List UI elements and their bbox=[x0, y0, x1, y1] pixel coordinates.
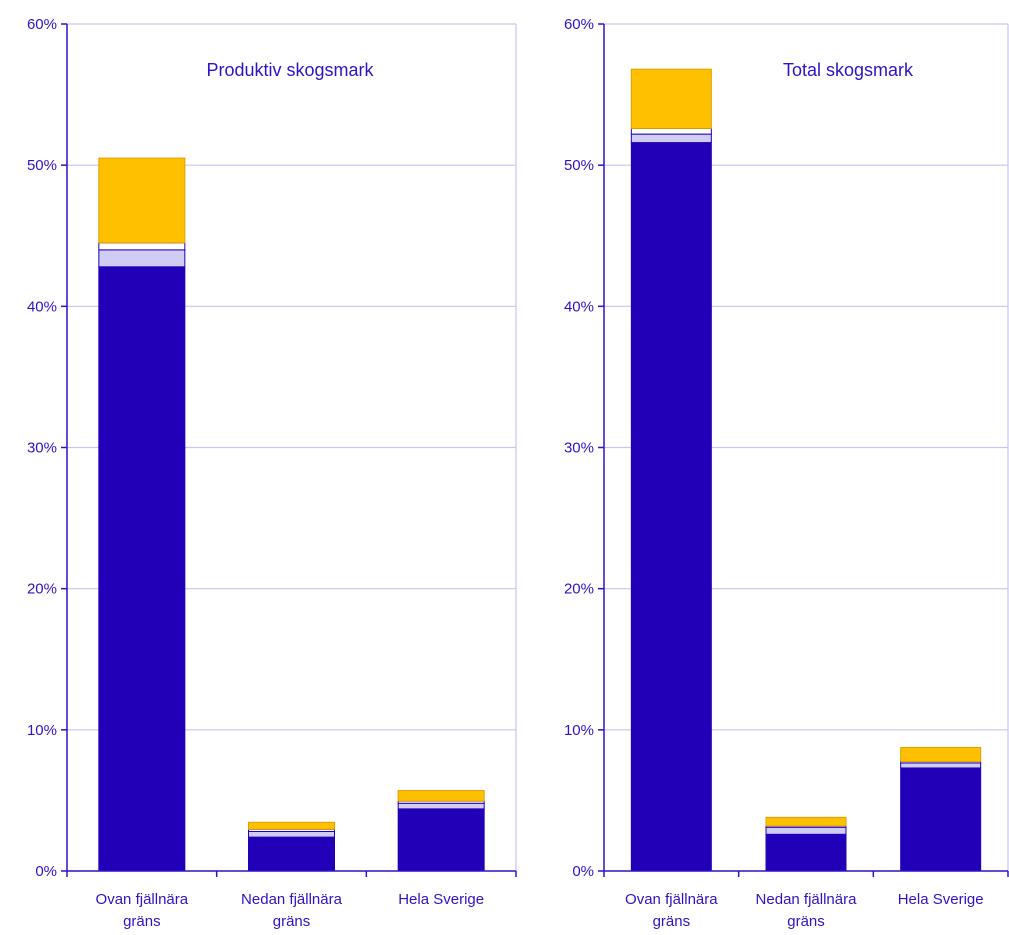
bar-segment bbox=[630, 127, 712, 135]
x-tick-label: Ovan fjällnära gräns bbox=[96, 891, 189, 930]
chart-total-skogsmark: 0% 10% 20% 30% 40% 50% 60% Ovan fjällnära gräns N… bbox=[564, 16, 1009, 930]
chart-produktiv-skogsmark: 0% 10% 20% 30% 40% 50% 60% Ovan fjällnära gräns N… bbox=[27, 16, 517, 930]
y-tick-label: 50% bbox=[564, 157, 594, 174]
bar-segment bbox=[765, 833, 847, 872]
bar-segment bbox=[765, 826, 847, 835]
bar-segment bbox=[630, 133, 712, 144]
bar-segment bbox=[765, 816, 847, 827]
bar-segment bbox=[900, 762, 982, 769]
bar-segment bbox=[248, 836, 335, 872]
bar-segment bbox=[98, 242, 186, 251]
chart-title: Total skogsmark bbox=[783, 60, 914, 80]
y-tick-label: 20% bbox=[564, 581, 594, 598]
bar-segment bbox=[630, 68, 712, 129]
y-tick-label: 40% bbox=[27, 298, 57, 315]
bar-segment bbox=[630, 142, 712, 872]
bar-segment bbox=[900, 767, 982, 872]
y-tick-label: 10% bbox=[564, 722, 594, 739]
y-tick-label: 60% bbox=[27, 16, 57, 33]
x-tick-label: Hela Sverige bbox=[398, 891, 484, 908]
y-tick-label: 20% bbox=[27, 581, 57, 598]
bar-segment bbox=[397, 790, 485, 802]
x-tick-label: Nedan fjällnära gräns bbox=[241, 891, 343, 930]
y-tick-label: 40% bbox=[564, 298, 594, 315]
y-tick-label: 30% bbox=[27, 440, 57, 457]
bar-segment bbox=[98, 157, 186, 244]
y-tick-label: 60% bbox=[564, 16, 594, 33]
y-tick-label: 10% bbox=[27, 722, 57, 739]
bar-segment bbox=[397, 808, 485, 872]
bar-segment bbox=[900, 746, 982, 763]
x-tick-label: Ovan fjällnära gräns bbox=[625, 891, 718, 930]
bar-segment bbox=[98, 249, 186, 268]
bar-segment bbox=[248, 830, 335, 838]
y-tick-label: 0% bbox=[35, 863, 57, 880]
y-tick-label: 0% bbox=[572, 863, 594, 880]
chart-title: Produktiv skogsmark bbox=[206, 60, 374, 80]
y-tick-label: 50% bbox=[27, 157, 57, 174]
bar-segment bbox=[248, 821, 335, 830]
bar-segment bbox=[98, 266, 186, 872]
bar-segment bbox=[397, 802, 485, 810]
y-tick-label: 30% bbox=[564, 440, 594, 457]
x-tick-label: Nedan fjällnära gräns bbox=[756, 891, 858, 930]
x-tick-label: Hela Sverige bbox=[898, 891, 984, 908]
